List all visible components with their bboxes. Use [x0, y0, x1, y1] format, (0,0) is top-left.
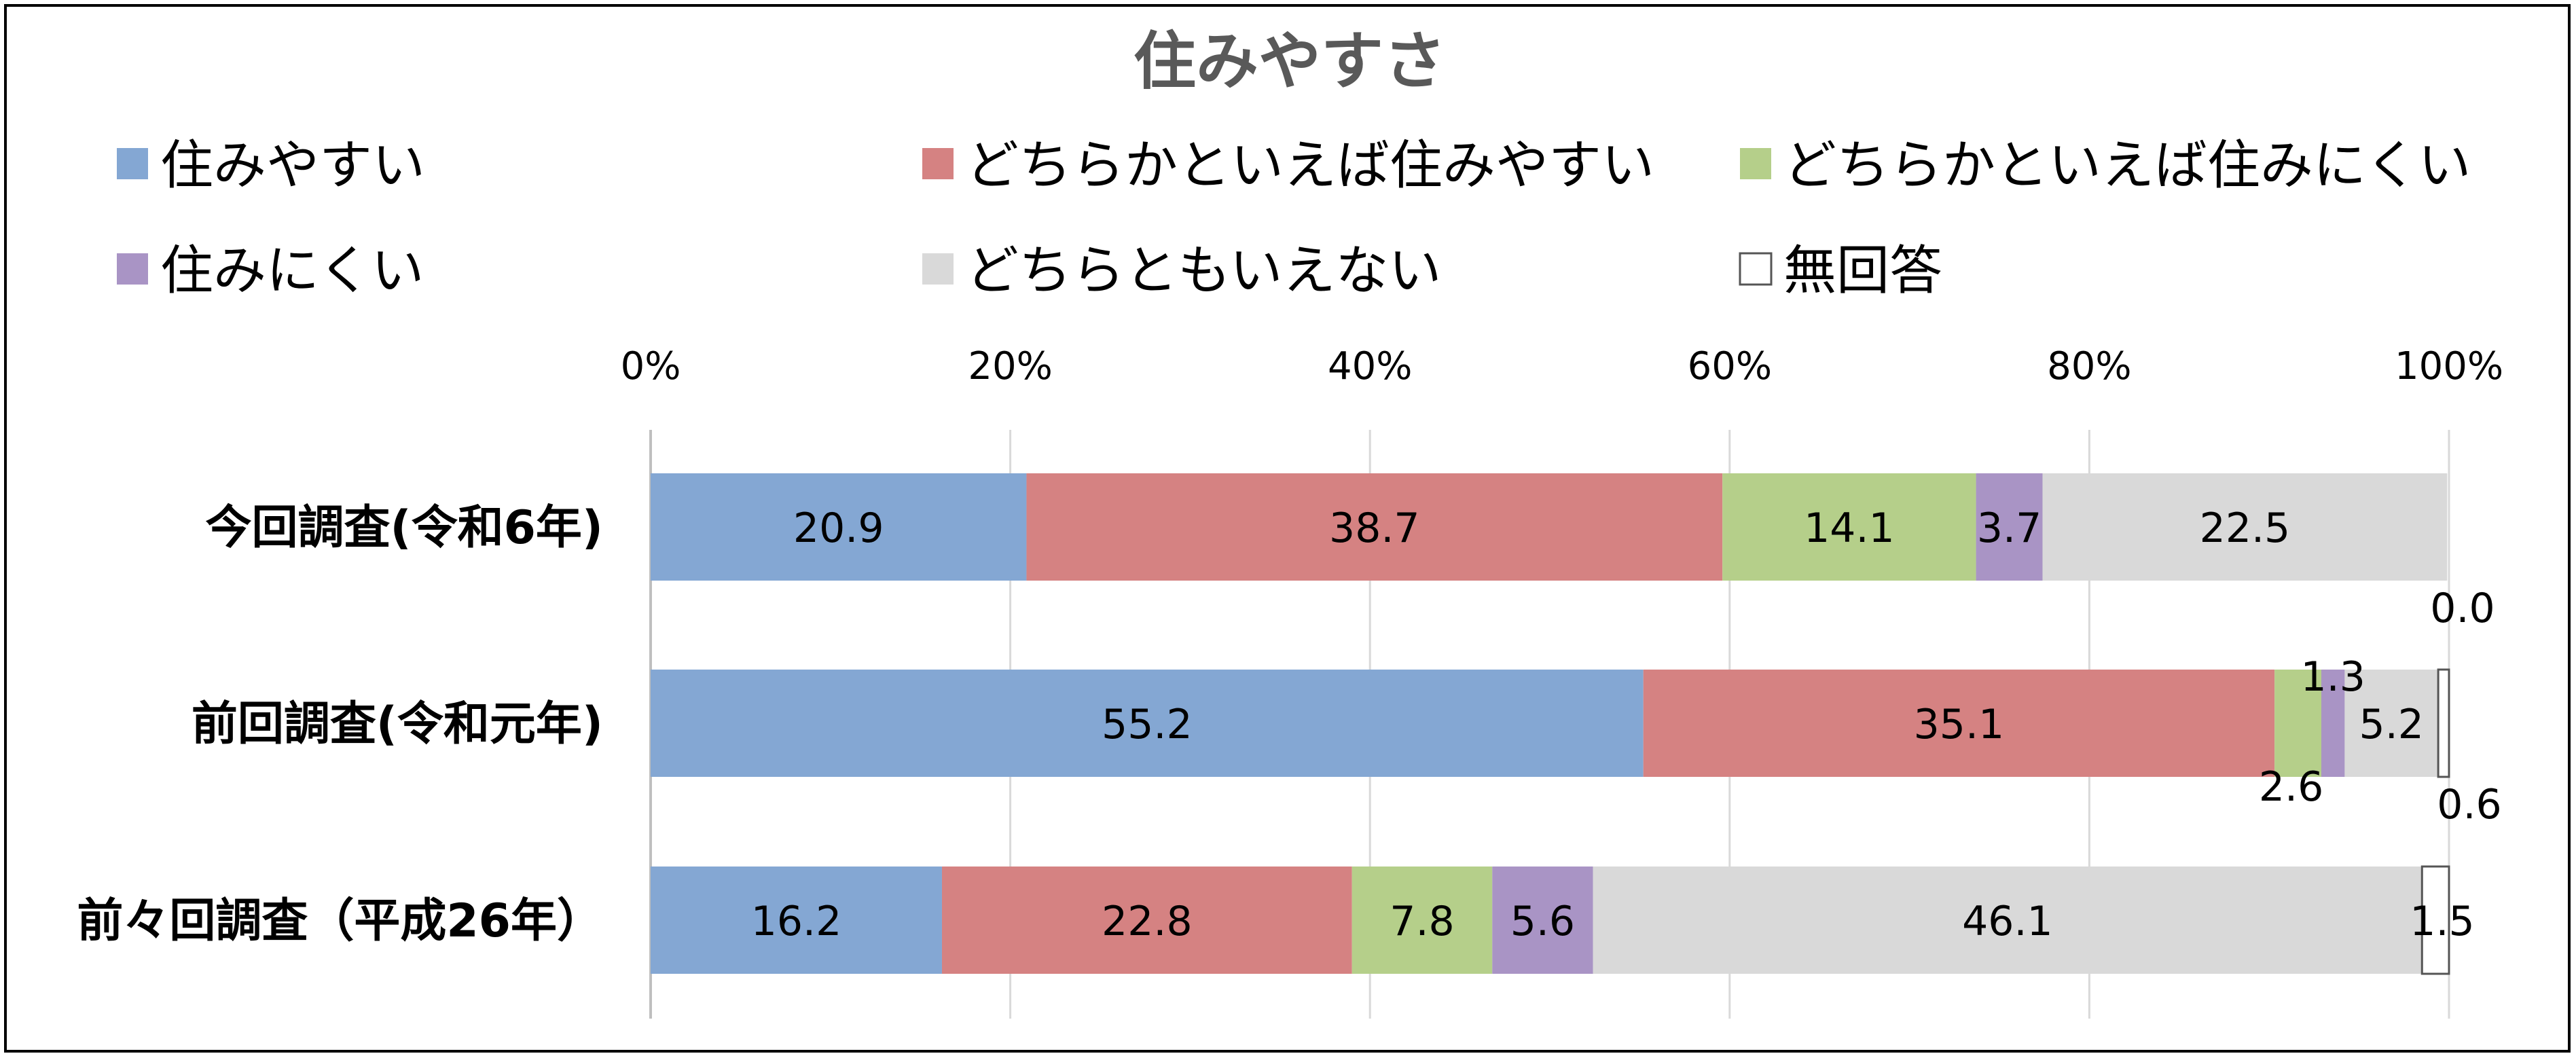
bar-segment	[1722, 473, 1976, 581]
legend-label: 無回答	[1783, 240, 1942, 302]
category-label: 今回調査(令和6年)	[206, 501, 603, 555]
value-label: 0.6	[2437, 781, 2501, 828]
value-label: 0.0	[2430, 585, 2495, 632]
value-label: 5.2	[2359, 701, 2424, 748]
value-label: 1.5	[2410, 898, 2474, 945]
legend-swatch	[922, 148, 954, 179]
chart-frame: 住みやすさ 住みやすい どちらかといえば住みやすい どちらかといえば住みにくい住みに…	[4, 4, 2571, 1053]
bar-segment	[2042, 473, 2448, 581]
bars	[651, 473, 2450, 975]
tick-label: 100%	[2395, 344, 2503, 388]
legend-item: どちらかといえば住みやすい	[922, 135, 1654, 196]
legend-item: 無回答	[1739, 240, 1942, 302]
tick-label: 0%	[621, 344, 681, 388]
value-label: 5.6	[1510, 898, 1575, 945]
bar-segment	[2274, 670, 2321, 777]
bar-segment	[1976, 473, 2043, 581]
legend-item: どちらともいえない	[922, 240, 1441, 302]
value-label: 38.7	[1329, 505, 1420, 552]
legend-label: どちらかといえば住みやすい	[966, 135, 1654, 196]
tick-label: 80%	[2047, 344, 2131, 388]
chart-title: 住みやすさ	[1133, 25, 1446, 98]
bar-segment	[1593, 867, 2423, 974]
bar-segment	[2420, 865, 2450, 975]
legend-swatch	[1740, 148, 1771, 179]
value-label: 1.3	[2300, 653, 2365, 701]
value-labels: 20.9 38.7 14.1 3.7 22.5 0.0 55.2 35.1 2.6 1.35.2 0…	[751, 505, 2502, 945]
bar-segment	[651, 670, 1644, 777]
value-label: 14.1	[1804, 505, 1895, 552]
value-label: 16.2	[751, 898, 842, 945]
tick-label: 20%	[968, 344, 1052, 388]
value-label: 46.1	[1962, 898, 2053, 945]
bar-segment	[1492, 867, 1593, 974]
bar-segment	[1352, 867, 1493, 974]
value-label: 20.9	[793, 505, 884, 552]
legend-item: 住みやすい	[117, 135, 425, 196]
legend-swatch	[117, 253, 148, 285]
bar-segment	[2344, 670, 2439, 777]
value-label: 3.7	[1977, 505, 2042, 552]
legend-swatch	[922, 253, 954, 285]
legend-swatch	[1739, 252, 1773, 286]
chart: 住みやすさ 住みやすい どちらかといえば住みやすい どちらかといえば住みにくい住みに…	[77, 25, 2503, 1019]
value-label: 35.1	[1914, 701, 2005, 748]
legend-label: どちらともいえない	[966, 240, 1441, 302]
legend-label: どちらかといえば住みにくい	[1783, 135, 2471, 196]
legend-item: 住みにくい	[117, 240, 424, 302]
bar-segment	[651, 867, 942, 974]
bar-segment	[1026, 473, 1723, 581]
value-label: 22.8	[1102, 898, 1193, 945]
legend-label: 住みやすい	[160, 135, 425, 196]
value-label: 7.8	[1390, 898, 1454, 945]
bar-segment	[651, 473, 1027, 581]
tick-label: 60%	[1688, 344, 1772, 388]
bar-segment	[1643, 670, 2275, 777]
bar-segment	[2437, 668, 2450, 778]
bar-segment	[941, 867, 1352, 974]
category-label: 前回調査(令和元年)	[192, 697, 603, 751]
value-label: 22.5	[2200, 505, 2291, 552]
value-label: 55.2	[1102, 701, 1193, 748]
legend-item: どちらかといえば住みにくい	[1740, 135, 2471, 196]
value-label: 2.6	[2259, 763, 2323, 811]
bar-segment	[2321, 670, 2345, 777]
category-labels: 今回調査(令和6年) 前回調査(令和元年) 前々回調査（平成26年）	[77, 501, 603, 948]
category-label: 前々回調査（平成26年）	[77, 894, 603, 948]
legend-label: 住みにくい	[160, 240, 424, 302]
x-axis-ticks: 0% 20% 40% 60% 80% 100%	[621, 344, 2503, 388]
legend-swatch	[117, 148, 148, 179]
tick-label: 40%	[1328, 344, 1412, 388]
